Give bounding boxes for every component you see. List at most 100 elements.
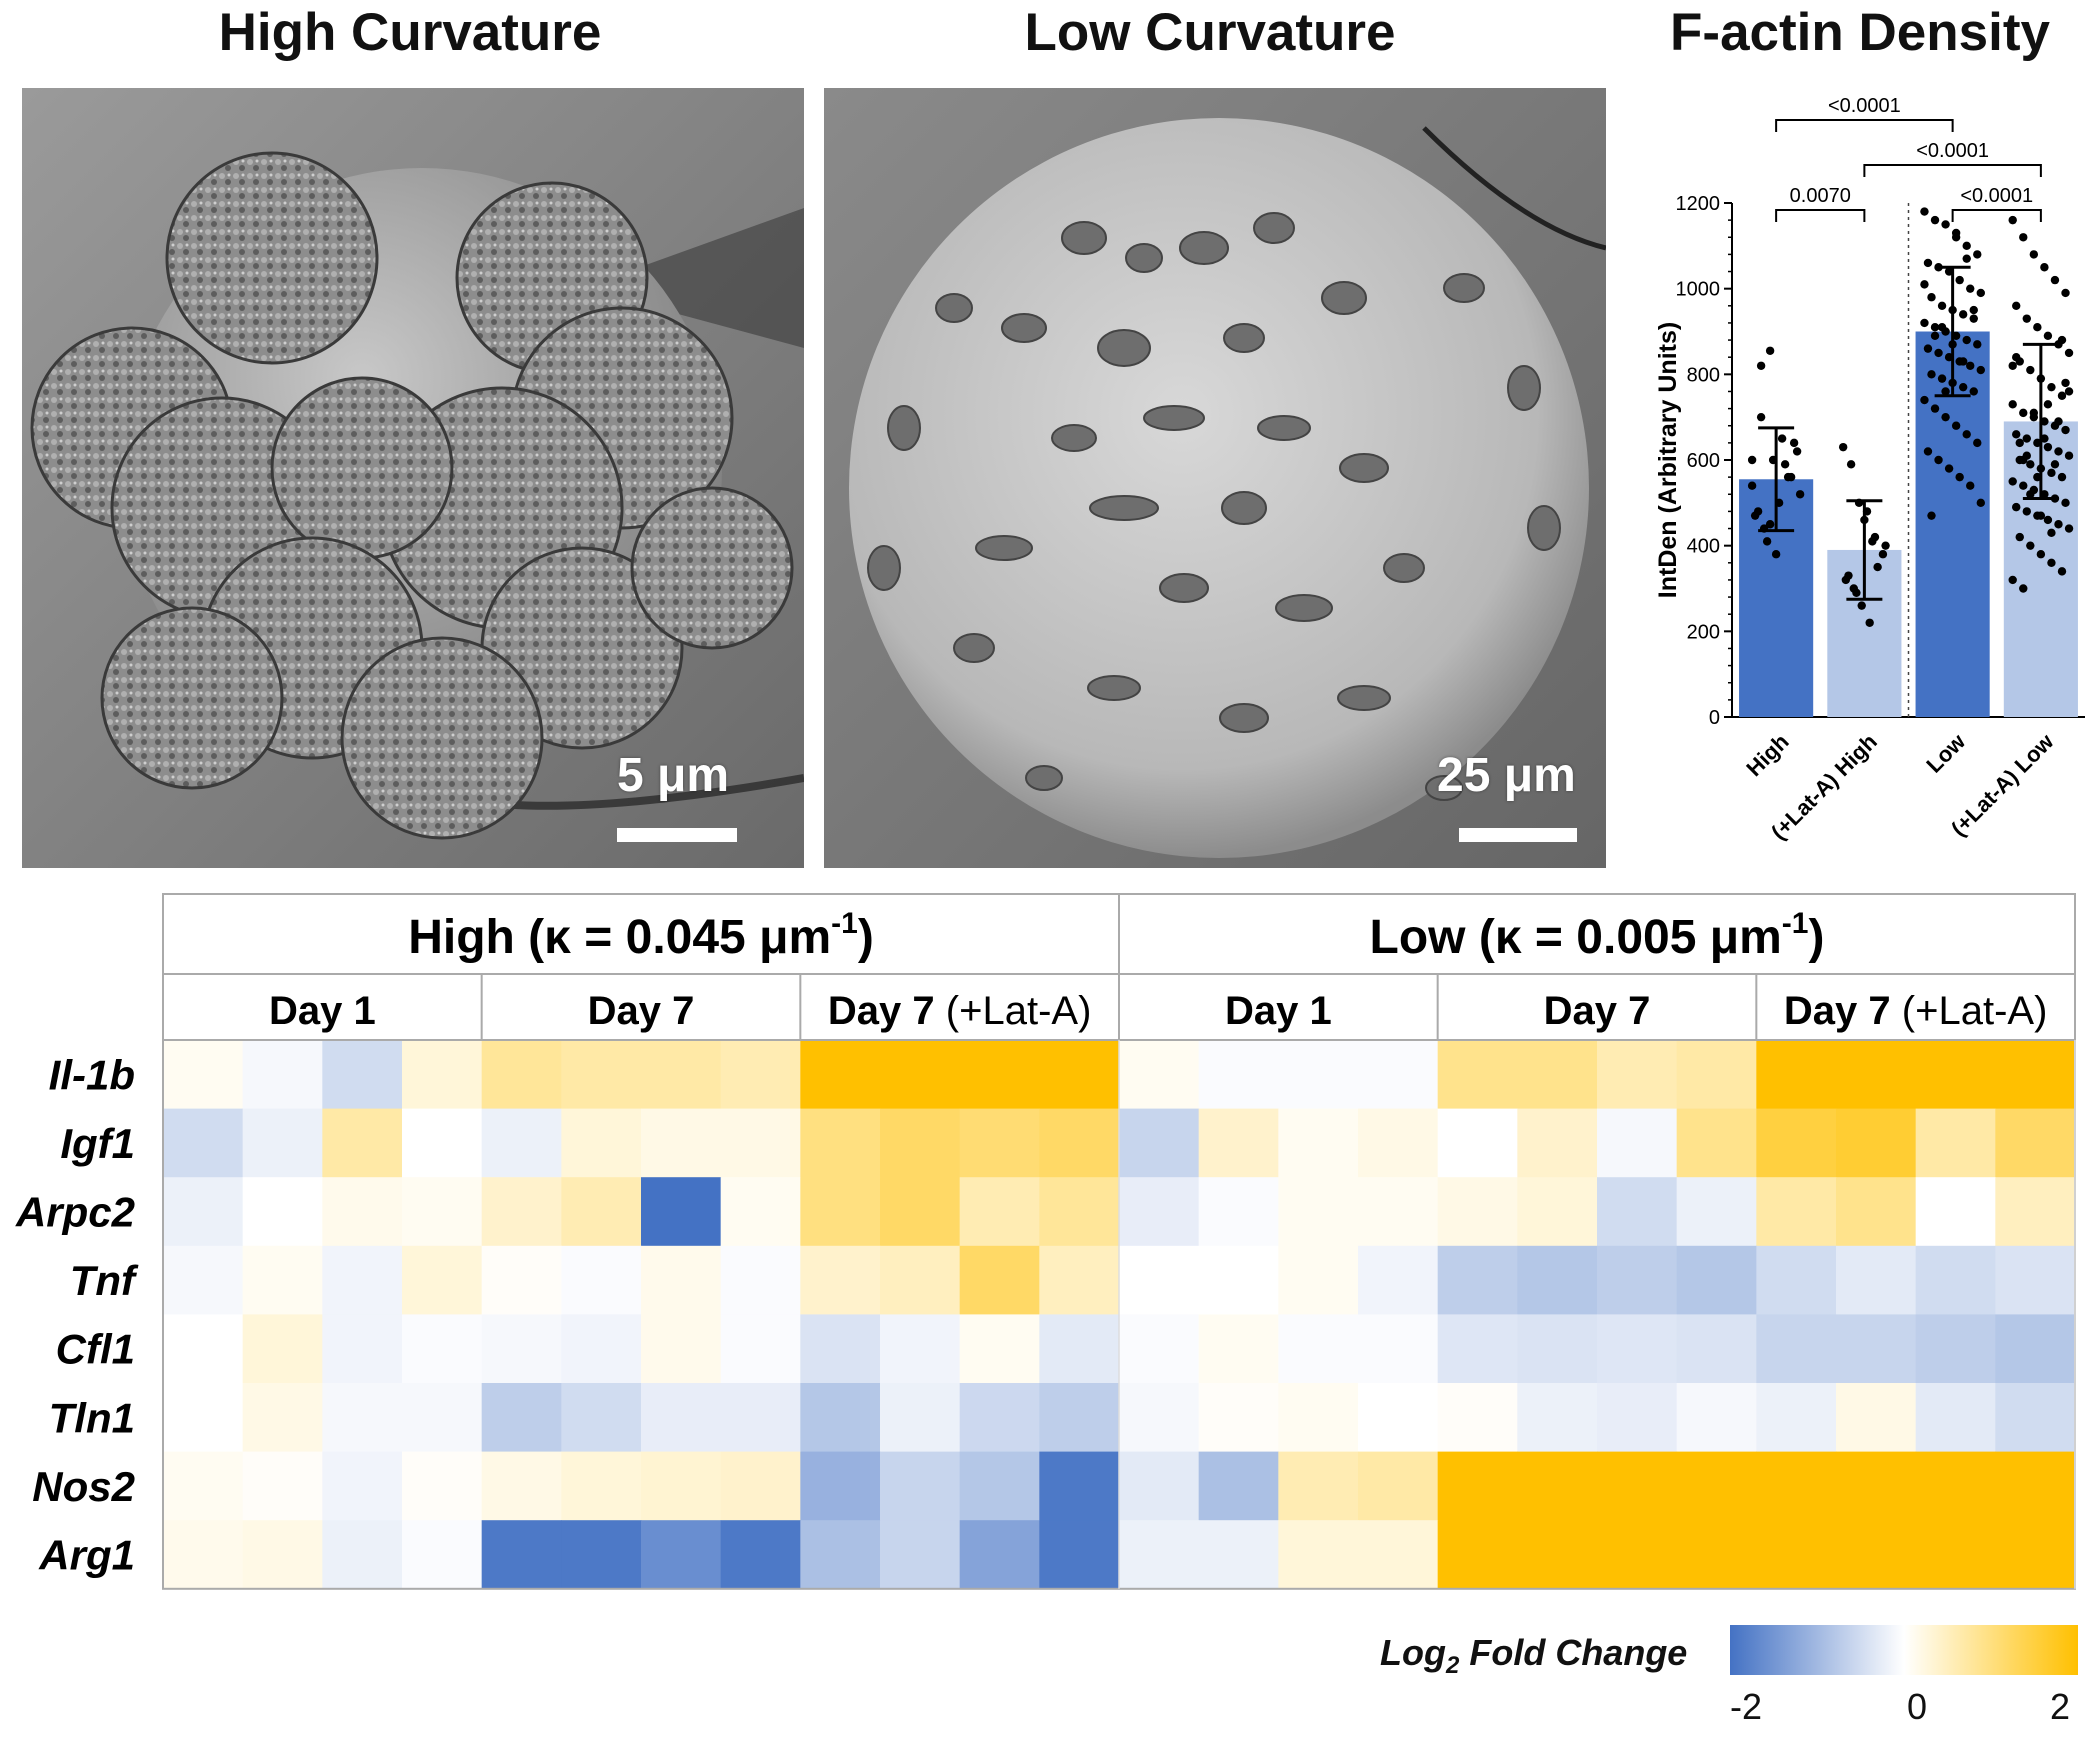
heatmap-cell (959, 1040, 1040, 1110)
heatmap-cell (561, 1245, 642, 1315)
data-point (2043, 400, 2053, 409)
data-point (1976, 498, 1985, 508)
heatmap-cell (561, 1520, 642, 1590)
heatmap-cell (1039, 1245, 1120, 1315)
data-point (1927, 293, 1936, 302)
heatmap-cell (880, 1520, 961, 1590)
heatmap-cell (322, 1520, 403, 1590)
heatmap-cell (1836, 1451, 1917, 1521)
heatmap-cell (800, 1245, 881, 1315)
data-point (1756, 361, 1766, 370)
heatmap-cell (800, 1520, 881, 1590)
heatmap-cell (242, 1383, 323, 1453)
data-point (2061, 498, 2070, 508)
heatmap-cell (481, 1177, 562, 1247)
data-point (2026, 365, 2035, 375)
data-point (2019, 455, 2028, 465)
data-point (2047, 528, 2056, 538)
heatmap-cell (1119, 1451, 1200, 1521)
heatmap-cell (163, 1314, 244, 1384)
heatmap-cell (242, 1451, 323, 1521)
heatmap-cell (1756, 1451, 1837, 1521)
heatmap-cell (1358, 1040, 1439, 1110)
data-point (2057, 335, 2067, 345)
significance-label: 0.0070 (1790, 185, 1851, 207)
heatmap-cell (402, 1177, 483, 1247)
heatmap-cell (1437, 1177, 1518, 1247)
heatmap-cell (163, 1383, 244, 1453)
data-point (1765, 346, 1775, 355)
data-point (1969, 314, 1978, 323)
data-point (1973, 250, 1982, 259)
heatmap-cell (1517, 1383, 1598, 1453)
data-point (2022, 507, 2031, 516)
heatmap-cell (959, 1314, 1040, 1384)
data-point (1920, 280, 1929, 289)
scale-bar-label-high: 5 μm (617, 749, 730, 802)
heatmap-cell (1278, 1040, 1359, 1110)
heatmap-cell (720, 1177, 801, 1247)
heatmap-cell (163, 1451, 244, 1521)
heatmap-cell (1039, 1177, 1120, 1247)
heatmap-cell (1517, 1451, 1598, 1521)
heatmap-cell (242, 1040, 323, 1110)
heatmap-cell (1039, 1520, 1120, 1590)
heatmap-cell (242, 1520, 323, 1590)
data-point (2057, 472, 2067, 482)
data-point (1920, 318, 1929, 328)
data-point (2022, 314, 2031, 323)
data-point (2047, 558, 2056, 567)
sem-image-high-curvature: 5 μm (22, 88, 804, 868)
heatmap-cell (1198, 1040, 1279, 1110)
colorbar-tick-max: 2 (2050, 1686, 2071, 1727)
x-tick-label: High (1741, 729, 1793, 781)
data-point (1966, 481, 1975, 490)
heatmap-cell (1358, 1177, 1439, 1247)
data-point (2047, 382, 2056, 392)
condition-header-3: Day 1 (1225, 989, 1332, 1033)
heatmap-cell (1836, 1520, 1917, 1590)
heatmap-cell (1437, 1520, 1518, 1590)
heatmap-cell (163, 1520, 244, 1590)
heatmap-cell (1278, 1245, 1359, 1315)
heatmap-cell (1517, 1520, 1598, 1590)
data-point (2064, 451, 2074, 460)
heatmap-cell (561, 1177, 642, 1247)
heatmap-cell (322, 1040, 403, 1110)
data-point (1973, 438, 1982, 448)
y-tick-label: 400 (1687, 536, 1720, 558)
scale-bar-label-low: 25 μm (1437, 749, 1576, 802)
data-point (2061, 378, 2070, 388)
data-point (1973, 340, 1982, 349)
data-point (2008, 400, 2017, 409)
data-point (2012, 353, 2021, 362)
heatmap-cell (1915, 1451, 1996, 1521)
data-point (2043, 331, 2053, 340)
heatmap-cell (1836, 1040, 1917, 1110)
heatmap-cell (880, 1451, 961, 1521)
condition-header-2: Day 7 (+Lat-A) (828, 989, 1091, 1033)
data-point (1762, 537, 1772, 546)
data-point (1941, 220, 1950, 229)
heatmap-cell (1915, 1383, 1996, 1453)
heatmap-cell (1756, 1177, 1837, 1247)
factin-bar-chart: 0 200 400 600 800 1000 1200 IntDen (Arbitrary U… (1654, 95, 2085, 845)
data-point (1753, 507, 1763, 516)
data-point (1944, 464, 1954, 473)
heatmap-cell (1119, 1520, 1200, 1590)
data-point (1873, 562, 1882, 572)
data-point (2026, 541, 2035, 550)
heatmap-cell (1437, 1040, 1518, 1110)
scale-bar-high (617, 828, 737, 842)
data-point (1923, 258, 1933, 268)
heatmap-cell (1198, 1314, 1279, 1384)
heatmap-cell (1756, 1040, 1837, 1110)
heatmap-cell (242, 1108, 323, 1178)
data-point (1838, 442, 1848, 452)
data-point (1958, 310, 1968, 319)
data-point (1930, 404, 1940, 413)
scale-bar-low (1459, 828, 1577, 842)
heatmap-cell (1517, 1040, 1598, 1110)
significance-label: <0.0001 (1916, 140, 1989, 162)
heatmap-cell (1756, 1108, 1837, 1178)
